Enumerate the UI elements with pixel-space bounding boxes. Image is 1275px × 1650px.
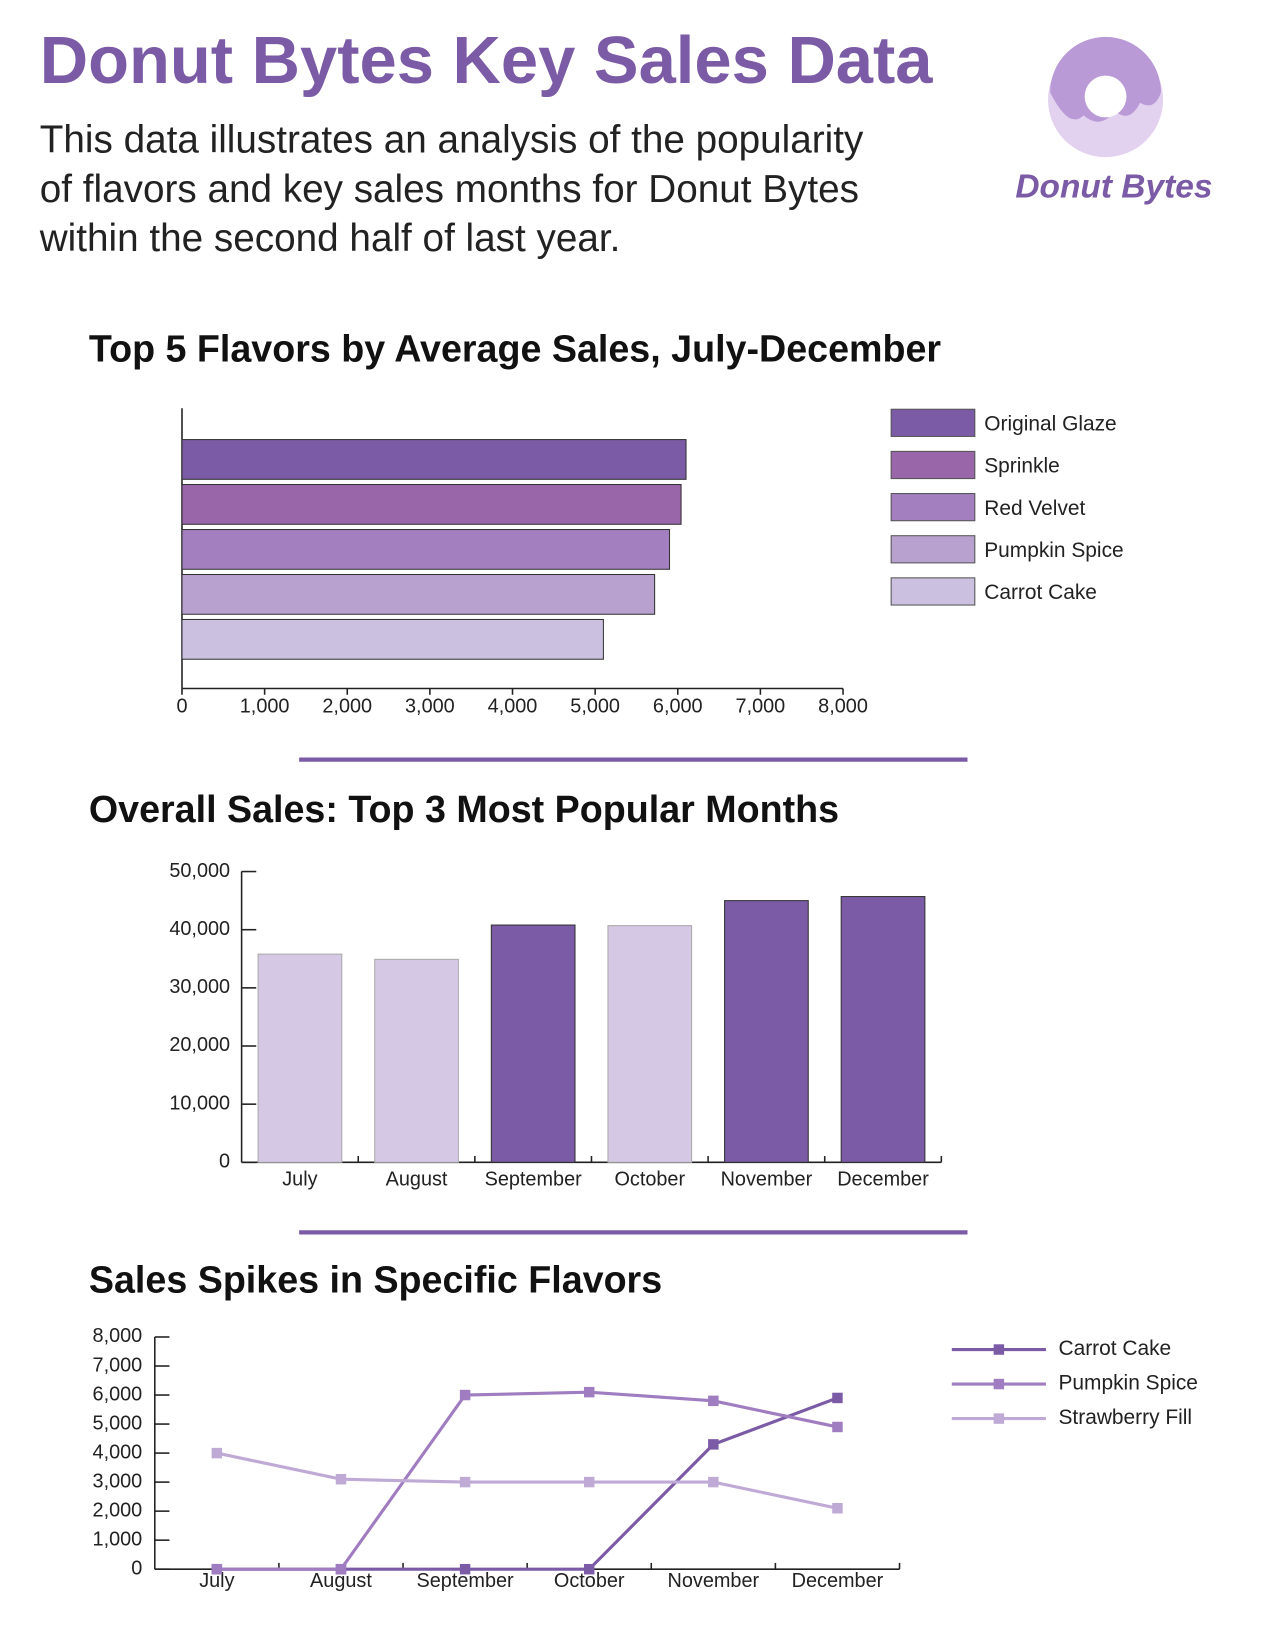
bar [607,925,693,1163]
y-tick-label: 40,000 [169,918,230,940]
legend-label: Sprinkle [984,455,1060,478]
x-tick-label: July [199,1570,234,1592]
bar [181,439,687,480]
chart-title: Sales Spikes in Specific Flavors [89,1259,662,1301]
legend-swatch [890,408,976,437]
y-tick-label: 8,000 [93,1325,143,1347]
y-tick-label: 4,000 [93,1441,143,1463]
donut-hole [1084,75,1127,118]
point-marker [459,1389,471,1401]
x-tick-label: September [417,1570,515,1592]
y-tick-label: 10,000 [169,1092,230,1114]
y-tick-label: 0 [131,1557,142,1579]
legend-label: Carrot Cake [1058,1337,1171,1360]
point-marker [335,1473,347,1485]
legend-label: Carrot Cake [984,581,1097,604]
bar [724,900,809,1163]
point-marker [832,1421,843,1433]
legend-label: Red Velvet [984,497,1085,520]
bar [490,924,576,1163]
x-tick-label: 6,000 [653,696,703,718]
x-tick-label: 3,000 [405,696,455,718]
bar [257,953,343,1163]
chart-title: Overall Sales: Top 3 Most Popular Months [89,788,839,830]
x-tick-label: 1,000 [240,696,290,718]
legend-swatch [890,535,976,564]
series-line [216,1390,838,1571]
point-marker [211,1447,223,1459]
point-marker [832,1503,843,1514]
y-tick-label: 0 [219,1151,230,1173]
description-line: within the second half of last year. [39,217,621,260]
legend-label: Pumpkin Spice [1058,1372,1197,1395]
bar [181,484,682,525]
legend-marker [993,1378,1005,1390]
bar [181,573,656,615]
y-tick-label: 2,000 [93,1499,143,1521]
description-line: of flavors and key sales months for Donu… [40,168,859,211]
point-marker [459,1563,471,1575]
legend-swatch [890,493,976,522]
x-tick-label: November [721,1168,813,1190]
x-tick-label: November [668,1570,760,1592]
x-tick-label: July [282,1168,317,1190]
series-line [216,1451,838,1510]
chart-title: Top 5 Flavors by Average Sales, July-Dec… [89,328,942,370]
x-tick-label: December [837,1168,929,1190]
y-tick-label: 1,000 [93,1528,143,1550]
y-tick-label: 5,000 [93,1412,143,1434]
point-marker [211,1563,223,1575]
y-tick-label: 6,000 [93,1383,143,1405]
x-tick-label: 7,000 [736,696,786,718]
description-line: This data illustrates an analysis of the… [40,119,864,162]
x-tick-label: 4,000 [488,696,538,718]
x-tick-label: October [554,1570,625,1592]
point-marker [832,1392,843,1404]
y-tick-label: 30,000 [169,976,230,998]
y-tick-label: 7,000 [93,1354,143,1376]
point-marker [708,1439,719,1450]
legend-marker [993,1413,1005,1424]
x-tick-label: 5,000 [570,696,620,718]
x-tick-label: 2,000 [322,696,372,718]
point-marker [335,1563,347,1575]
legend-swatch [890,577,976,606]
legend-marker [993,1344,1005,1355]
y-tick-label: 20,000 [169,1034,230,1056]
y-tick-label: 3,000 [93,1470,143,1492]
logo: Donut Bytes [1015,36,1212,205]
point-marker [459,1476,471,1488]
point-marker [583,1386,595,1398]
y-tick-label: 50,000 [169,860,230,882]
point-marker [708,1395,719,1407]
x-tick-label: August [386,1168,448,1190]
bar [181,528,671,570]
x-tick-label: September [485,1168,583,1190]
x-tick-label: October [614,1168,685,1190]
x-tick-label: 0 [176,696,187,718]
bar [374,958,459,1163]
legend-label: Original Glaze [984,412,1116,435]
point-marker [583,1476,595,1488]
bar [181,618,604,660]
page-title: Donut Bytes Key Sales Data [40,23,934,98]
x-tick-label: December [792,1570,884,1592]
point-marker [583,1563,595,1575]
legend-label: Pumpkin Spice [984,539,1123,562]
legend-swatch [890,450,976,480]
x-tick-label: 8,000 [818,696,868,718]
bar [840,896,926,1163]
legend-label: Strawberry Fill [1058,1406,1192,1429]
x-tick-label: August [310,1570,372,1592]
point-marker [708,1476,719,1488]
logo-text: Donut Bytes [1015,168,1212,205]
